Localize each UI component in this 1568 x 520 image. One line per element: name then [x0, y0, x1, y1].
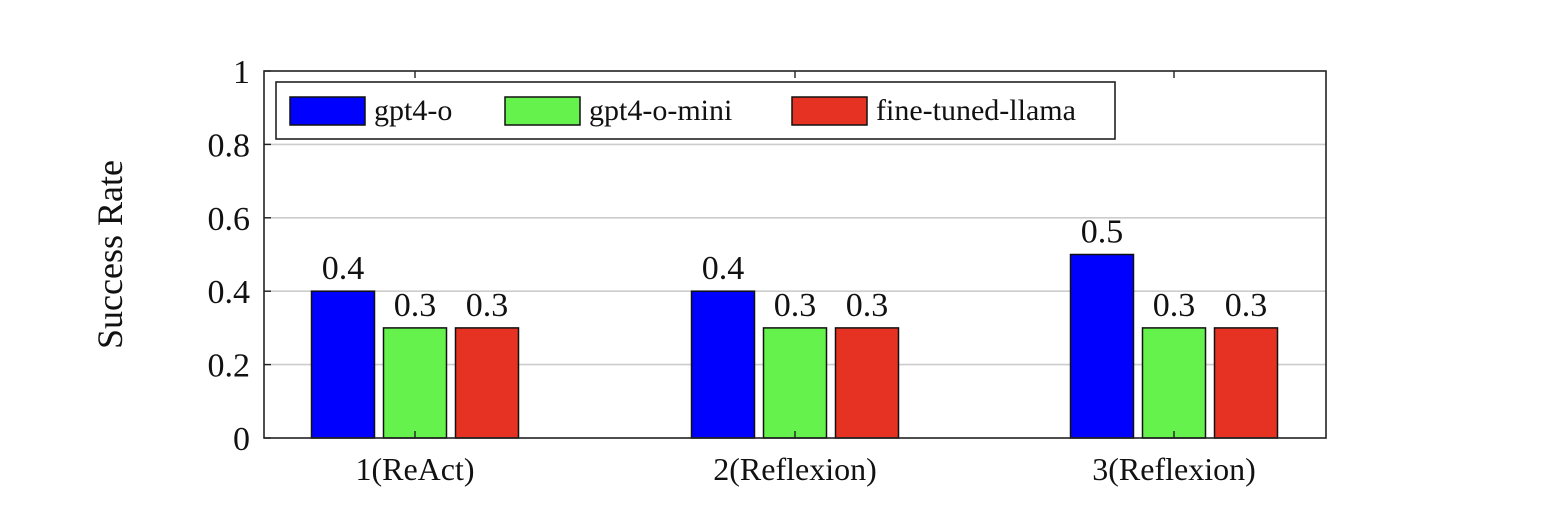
legend-label: gpt4-o-mini [589, 94, 732, 127]
bar-fine-tuned-llama [1213, 327, 1279, 439]
x-tick-label: 1(ReAct) [355, 451, 474, 487]
bar-fine-tuned-llama [834, 327, 900, 439]
data-label: 0.4 [702, 250, 745, 287]
y-axis: 0 0.2 0.4 0.6 0.8 1 [208, 54, 271, 458]
legend-box [275, 81, 1116, 140]
x-axis: 1(ReAct) 2(Reflexion) 3(Reflexion) [355, 71, 1256, 487]
y-tick-label: 1 [233, 54, 250, 91]
y-tick-label: 0 [233, 421, 250, 458]
legend-swatch [791, 96, 868, 126]
bar-gpt4-o-mini [762, 327, 828, 439]
bar-gpt4-o-mini [1141, 327, 1207, 439]
bar-gpt4-o [690, 290, 756, 439]
legend-label: gpt4-o [374, 94, 452, 127]
data-label: 0.5 [1081, 214, 1124, 251]
data-label: 0.4 [322, 250, 365, 287]
data-label: 0.3 [394, 287, 437, 324]
y-tick-label: 0.6 [208, 201, 251, 238]
y-axis-label: Success Rate [90, 160, 130, 349]
bar-gpt4-o [310, 290, 376, 439]
legend-label: fine-tuned-llama [876, 94, 1076, 127]
x-tick-label: 3(Reflexion) [1092, 451, 1256, 487]
y-tick-label: 0.4 [208, 274, 251, 311]
data-label: 0.3 [1153, 287, 1196, 324]
y-tick-label: 0.2 [208, 348, 251, 385]
bar-gpt4-o-mini [382, 327, 448, 439]
bar-gpt4-o [1069, 253, 1135, 439]
x-tick-label: 2(Reflexion) [713, 451, 877, 487]
legend-swatch [289, 96, 366, 126]
data-label: 0.3 [774, 287, 817, 324]
bars [310, 253, 1279, 439]
data-label: 0.3 [466, 287, 509, 324]
legend-swatch [504, 96, 581, 126]
data-labels: 0.4 0.3 0.3 0.4 0.3 0.3 0.5 0.3 0.3 [322, 214, 1268, 324]
y-tick-label: 0.8 [208, 127, 251, 164]
data-label: 0.3 [846, 287, 889, 324]
data-label: 0.3 [1225, 287, 1268, 324]
legend: gpt4-o gpt4-o-mini fine-tuned-llama [275, 81, 1116, 140]
bar-fine-tuned-llama [454, 327, 520, 439]
